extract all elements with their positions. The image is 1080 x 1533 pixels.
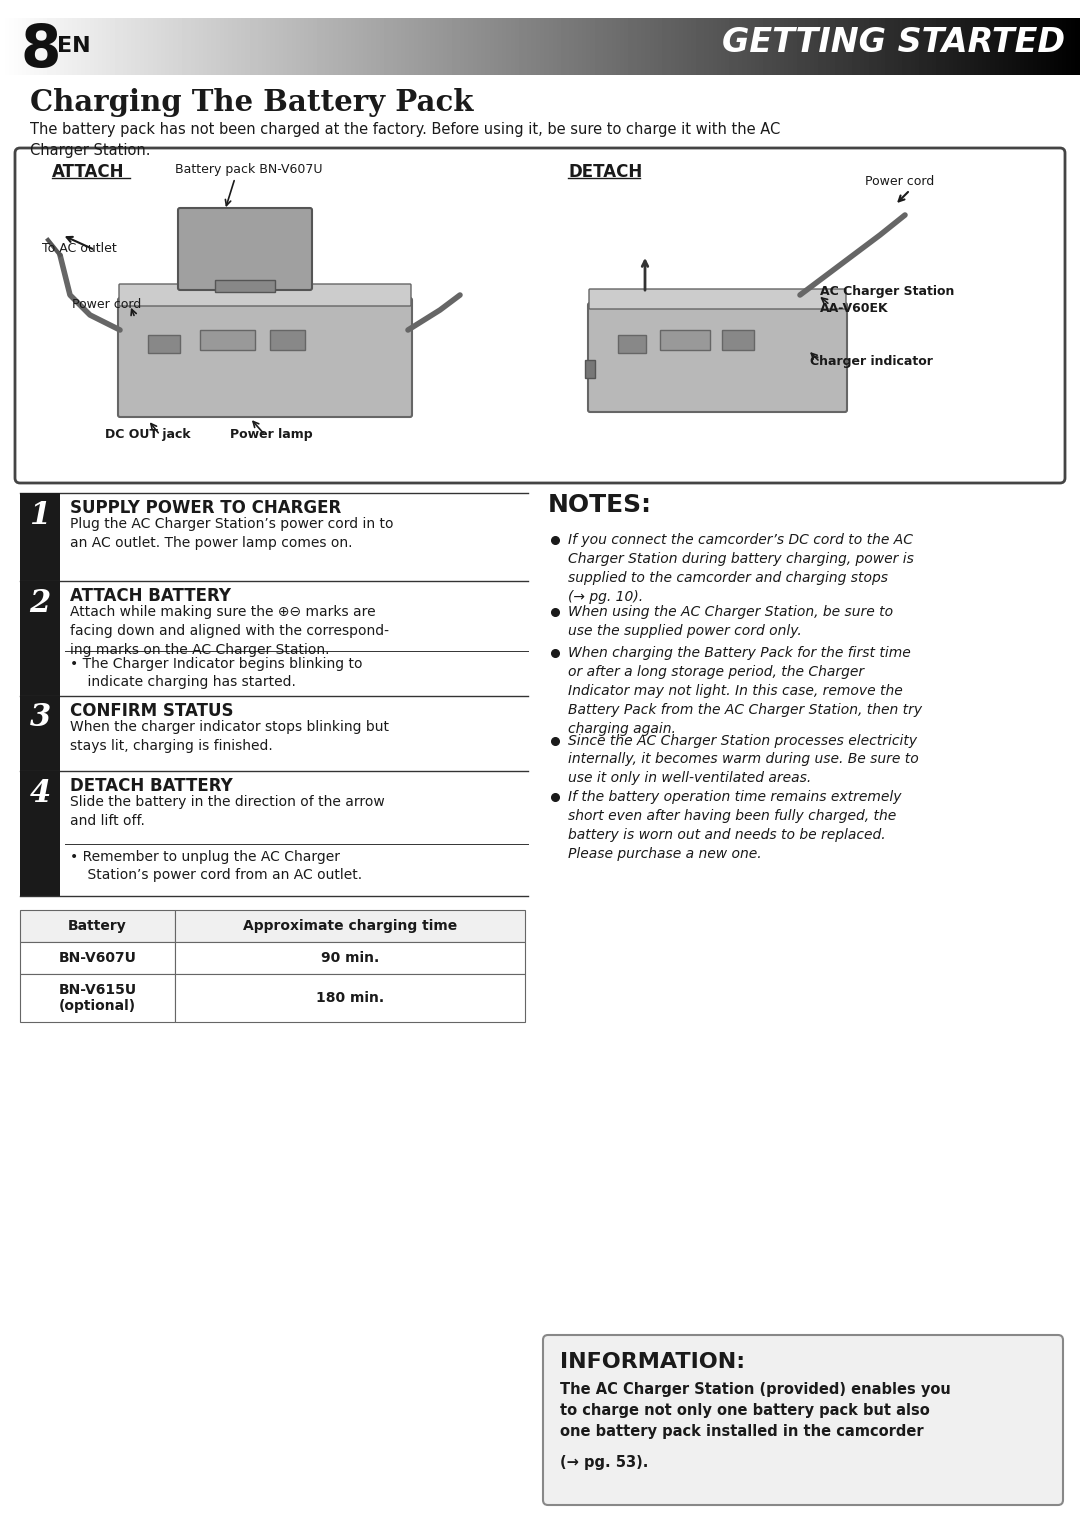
Text: If you connect the camcorder’s DC cord to the AC
Charger Station during battery : If you connect the camcorder’s DC cord t… [568, 533, 914, 604]
FancyBboxPatch shape [119, 284, 411, 307]
Bar [21, 911, 175, 941]
Text: Charger indicator: Charger indicator [810, 356, 933, 368]
Bar [585, 360, 595, 379]
Text: GETTING STARTED: GETTING STARTED [721, 26, 1065, 58]
Bar [660, 330, 710, 350]
Text: 180 min.: 180 min. [316, 990, 384, 1006]
Text: If the battery operation time remains extremely
short even after having been ful: If the battery operation time remains ex… [568, 789, 902, 862]
Text: When charging the Battery Pack for the first time
or after a long storage period: When charging the Battery Pack for the f… [568, 645, 922, 736]
Text: BN-V607U: BN-V607U [58, 950, 136, 964]
Text: 2: 2 [29, 587, 51, 618]
Text: • The Charger Indicator begins blinking to
    indicate charging has started.: • The Charger Indicator begins blinking … [70, 658, 363, 690]
FancyBboxPatch shape [543, 1335, 1063, 1505]
Text: The AC Charger Station (provided) enables you
to charge not only one battery pac: The AC Charger Station (provided) enable… [561, 1383, 950, 1439]
Text: 3: 3 [29, 702, 51, 733]
Text: EN: EN [57, 35, 91, 57]
Text: DETACH: DETACH [568, 162, 643, 181]
Text: BN-V615U
(optional): BN-V615U (optional) [58, 983, 136, 1013]
Text: NOTES:: NOTES: [548, 494, 652, 517]
Text: The battery pack has not been charged at the factory. Before using it, be sure t: The battery pack has not been charged at… [30, 123, 780, 158]
Bar [21, 581, 60, 696]
Text: When using the AC Charger Station, be sure to
use the supplied power cord only.: When using the AC Charger Station, be su… [568, 606, 893, 638]
Bar [175, 941, 525, 973]
FancyBboxPatch shape [178, 208, 312, 290]
Text: Since the AC Charger Station processes electricity
internally, it becomes warm d: Since the AC Charger Station processes e… [568, 733, 919, 785]
Bar [148, 336, 180, 353]
Text: Approximate charging time: Approximate charging time [243, 918, 457, 934]
Text: CONFIRM STATUS: CONFIRM STATUS [70, 702, 233, 721]
Text: Battery: Battery [68, 918, 126, 934]
Text: 90 min.: 90 min. [321, 950, 379, 964]
Bar [215, 281, 275, 291]
Text: 4: 4 [29, 777, 51, 808]
Text: Power cord: Power cord [72, 297, 141, 311]
Text: Plug the AC Charger Station’s power cord in to
an AC outlet. The power lamp come: Plug the AC Charger Station’s power cord… [70, 517, 393, 550]
Text: DETACH BATTERY: DETACH BATTERY [70, 777, 233, 796]
Bar [21, 494, 60, 581]
Bar [21, 696, 60, 771]
Text: Attach while making sure the ⊕⊖ marks are
facing down and aligned with the corre: Attach while making sure the ⊕⊖ marks ar… [70, 606, 389, 658]
Bar [723, 330, 754, 350]
Bar [270, 330, 305, 350]
Text: Charging The Battery Pack: Charging The Battery Pack [30, 87, 473, 117]
Text: AC Charger Station
AA-V60EK: AC Charger Station AA-V60EK [820, 285, 955, 314]
Text: SUPPLY POWER TO CHARGER: SUPPLY POWER TO CHARGER [70, 500, 341, 517]
Text: ATTACH: ATTACH [52, 162, 124, 181]
Text: Slide the battery in the direction of the arrow
and lift off.: Slide the battery in the direction of th… [70, 796, 384, 828]
FancyBboxPatch shape [15, 149, 1065, 483]
Text: Power lamp: Power lamp [230, 428, 312, 442]
FancyBboxPatch shape [589, 290, 846, 310]
FancyBboxPatch shape [118, 297, 411, 417]
Text: ATTACH BATTERY: ATTACH BATTERY [70, 587, 231, 606]
Text: INFORMATION:: INFORMATION: [561, 1352, 745, 1372]
Text: To AC outlet: To AC outlet [42, 242, 117, 254]
Text: 8: 8 [21, 21, 60, 80]
Bar [21, 941, 175, 973]
Bar [175, 973, 525, 1023]
Text: • Remember to unplug the AC Charger
    Station’s power cord from an AC outlet.: • Remember to unplug the AC Charger Stat… [70, 849, 362, 883]
Text: 1: 1 [29, 500, 51, 530]
Text: Battery pack BN-V607U: Battery pack BN-V607U [175, 162, 323, 176]
Text: Power cord: Power cord [865, 175, 934, 189]
Text: (→ pg. 53).: (→ pg. 53). [561, 1455, 648, 1470]
Bar [618, 336, 646, 353]
Bar [21, 771, 60, 895]
FancyBboxPatch shape [588, 304, 847, 412]
Text: When the charger indicator stops blinking but
stays lit, charging is finished.: When the charger indicator stops blinkin… [70, 721, 389, 753]
Bar [21, 973, 175, 1023]
Bar [200, 330, 255, 350]
Text: DC OUT jack: DC OUT jack [105, 428, 191, 442]
Bar [175, 911, 525, 941]
